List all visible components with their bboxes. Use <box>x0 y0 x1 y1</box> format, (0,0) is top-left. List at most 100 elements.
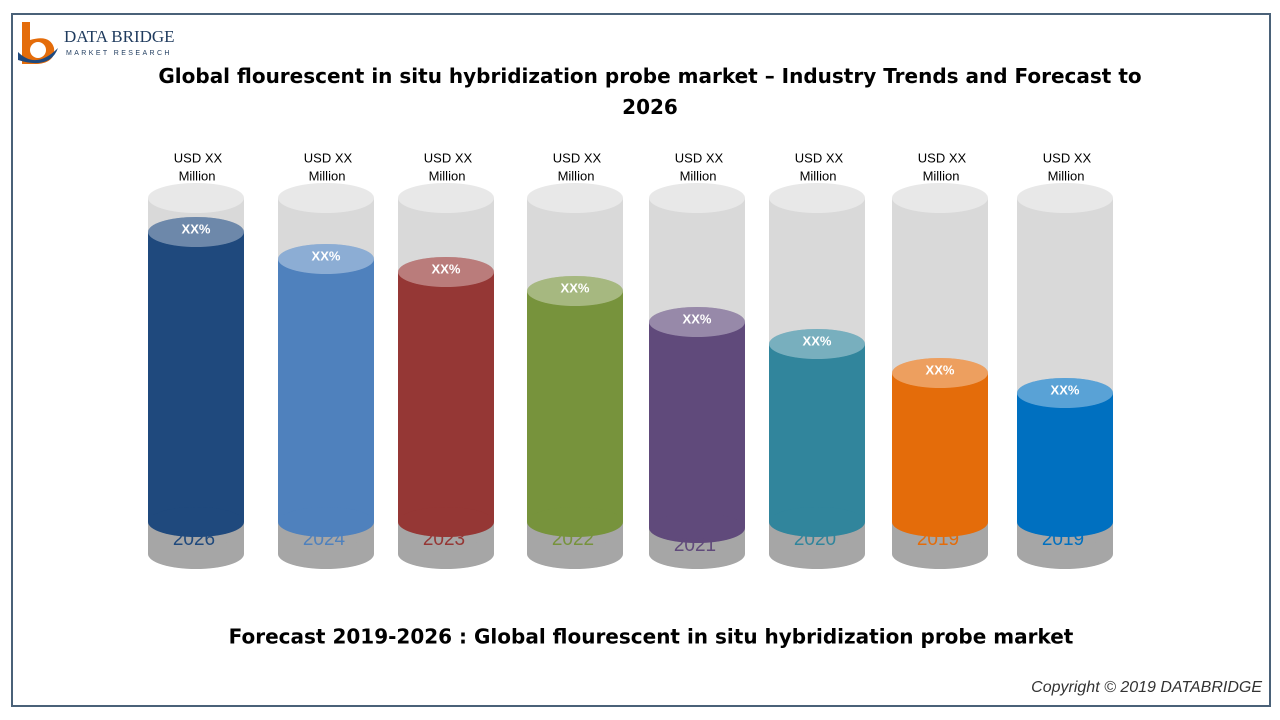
cylinder-bottom <box>769 539 865 569</box>
title: Global flourescent in situ hybridization… <box>158 64 1141 119</box>
percent-label: XX% <box>561 280 590 295</box>
year-label: 2023 <box>423 529 465 550</box>
year-label: 2020 <box>794 529 836 550</box>
fill-bottom <box>148 507 244 537</box>
fill-body <box>148 232 244 522</box>
fill-body <box>527 291 623 522</box>
fill-top-shine <box>769 329 865 359</box>
fill-top-shine <box>1017 378 1113 408</box>
percent-label: XX% <box>926 362 955 377</box>
value-label: USD XX <box>424 150 473 165</box>
cylinder-bottom <box>892 539 988 569</box>
unit-label: Million <box>800 168 837 183</box>
cylinder: USD XX Million XX% 2019 <box>1017 150 1113 569</box>
fill-body <box>892 373 988 522</box>
fill-top <box>148 217 244 247</box>
fill-top <box>649 307 745 337</box>
copyright: Copyright © 2019 DATABRIDGE <box>1031 679 1262 696</box>
cylinder-top <box>398 183 494 213</box>
unit-label: Million <box>429 168 466 183</box>
fill-top-shine <box>892 358 988 388</box>
footer-title: Forecast 2019-2026 : Global flourescent … <box>229 625 1074 649</box>
cylinder-body <box>527 198 623 291</box>
cylinder-body <box>769 198 865 344</box>
fill-top <box>769 329 865 359</box>
fill-bottom <box>769 507 865 537</box>
year-label: 2021 <box>674 535 716 556</box>
fill-top-shine <box>148 217 244 247</box>
cylinder-top <box>527 183 623 213</box>
title-line: 2026 <box>622 95 678 119</box>
cylinder: USD XX Million XX% 2026 <box>148 150 244 569</box>
cylinder: USD XX Million XX% 2024 <box>278 150 374 569</box>
value-label: USD XX <box>918 150 967 165</box>
cylinder-body <box>1017 198 1113 393</box>
unit-label: Million <box>558 168 595 183</box>
fill-bottom <box>278 507 374 537</box>
logo-name: DATA BRIDGE <box>64 27 175 46</box>
fill-body <box>1017 393 1113 522</box>
value-label: USD XX <box>553 150 602 165</box>
cylinder-body <box>649 198 745 322</box>
fill-body <box>649 322 745 528</box>
fill-bottom <box>398 507 494 537</box>
fill-top-shine <box>649 307 745 337</box>
cylinder-body <box>892 198 988 373</box>
percent-label: XX% <box>683 311 712 326</box>
cylinder-top <box>1017 183 1113 213</box>
unit-label: Million <box>179 168 216 183</box>
fill-body <box>769 344 865 522</box>
fill-top <box>527 276 623 306</box>
cylinder-top <box>148 183 244 213</box>
year-label: 2019 <box>917 529 959 550</box>
logo: DATA BRIDGE MARKET RESEARCH <box>18 22 175 64</box>
cylinder-top <box>278 183 374 213</box>
percent-label: XX% <box>312 248 341 263</box>
title-line: Global flourescent in situ hybridization… <box>158 64 1141 88</box>
fill-top-shine <box>527 276 623 306</box>
year-label: 2024 <box>303 529 346 550</box>
logo-sub: MARKET RESEARCH <box>66 50 172 57</box>
value-label: USD XX <box>1043 150 1092 165</box>
cylinder-bottom <box>148 539 244 569</box>
unit-label: Million <box>680 168 717 183</box>
year-label: 2022 <box>552 529 594 550</box>
cylinders: USD XX Million XX% 2026 USD XX Million XX% 2024… <box>148 150 1113 569</box>
unit-label: Million <box>309 168 346 183</box>
fill-top <box>892 358 988 388</box>
fill-body <box>398 272 494 522</box>
unit-label: Million <box>1048 168 1085 183</box>
fill-bottom <box>892 507 988 537</box>
year-label: 2019 <box>1042 529 1084 550</box>
cylinder: USD XX Million XX% 2019 <box>892 150 988 569</box>
fill-top <box>398 257 494 287</box>
cylinder-bottom <box>1017 539 1113 569</box>
value-label: USD XX <box>795 150 844 165</box>
percent-label: XX% <box>432 261 461 276</box>
percent-label: XX% <box>803 333 832 348</box>
cylinder: USD XX Million XX% 2023 <box>398 150 494 569</box>
cylinder: USD XX Million XX% 2022 <box>527 150 623 569</box>
cylinder-bottom <box>278 539 374 569</box>
cylinder-top <box>892 183 988 213</box>
value-label: USD XX <box>675 150 724 165</box>
cylinder-top <box>769 183 865 213</box>
fill-top-shine <box>278 244 374 274</box>
value-label: USD XX <box>174 150 223 165</box>
cylinder-bottom <box>649 539 745 569</box>
percent-label: XX% <box>182 221 211 236</box>
fill-bottom <box>527 507 623 537</box>
fill-top <box>1017 378 1113 408</box>
cylinder-bottom <box>527 539 623 569</box>
fill-top <box>278 244 374 274</box>
fill-body <box>278 259 374 522</box>
percent-label: XX% <box>1051 382 1080 397</box>
value-label: USD XX <box>304 150 353 165</box>
year-label: 2026 <box>173 529 215 550</box>
fill-bottom <box>1017 507 1113 537</box>
cylinder-top <box>649 183 745 213</box>
cylinder-bottom <box>398 539 494 569</box>
cylinder: USD XX Million XX% 2020 <box>769 150 865 569</box>
fill-top-shine <box>398 257 494 287</box>
